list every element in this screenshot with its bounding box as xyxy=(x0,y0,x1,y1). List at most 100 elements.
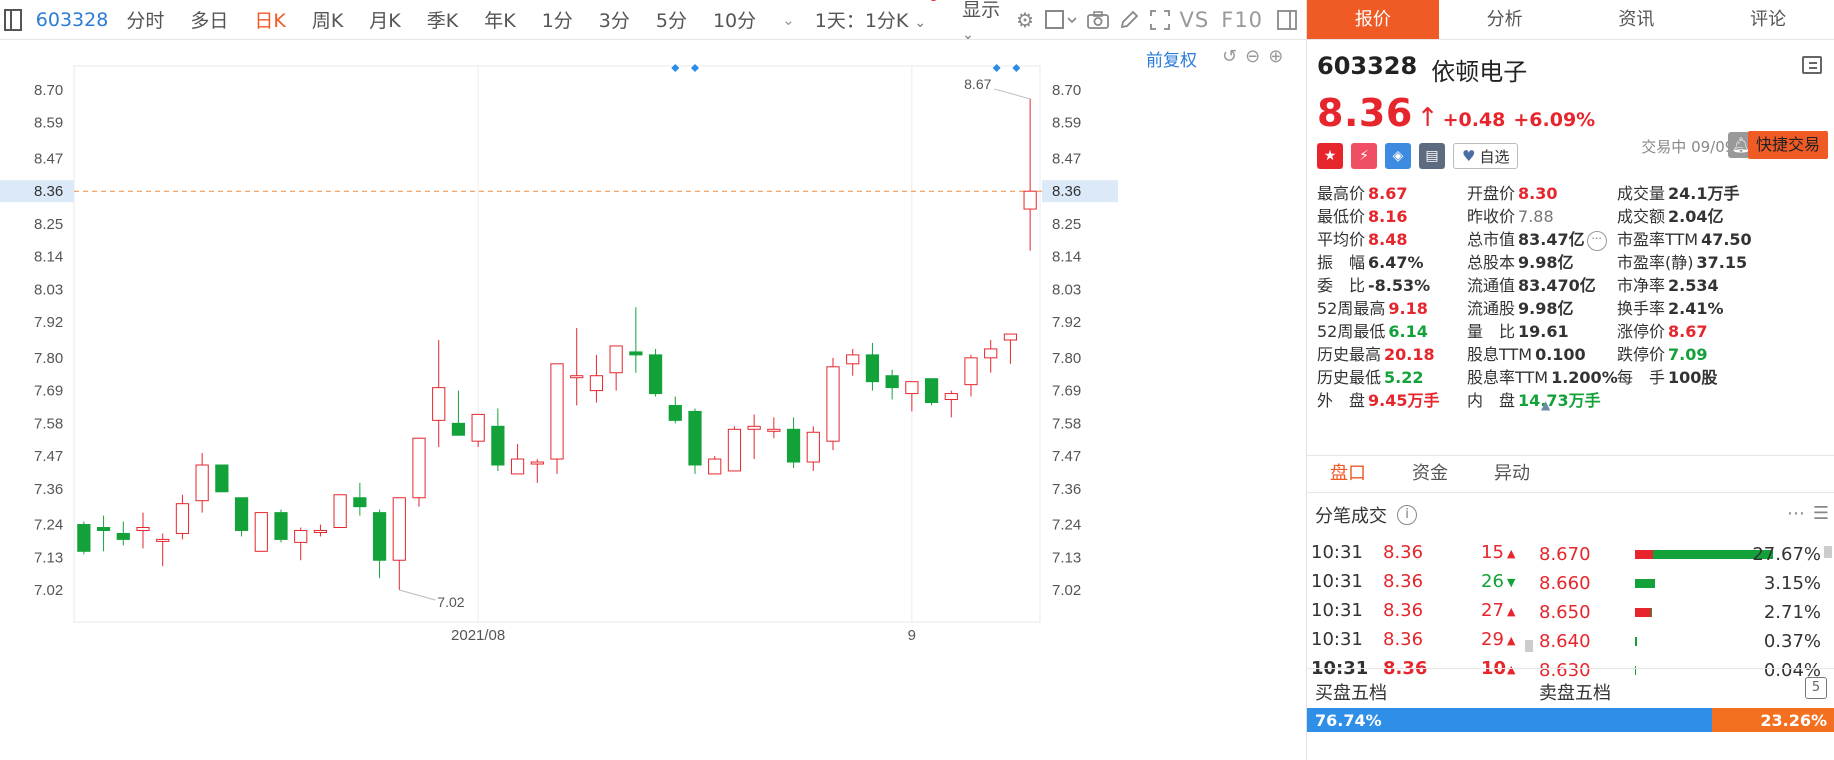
list-view-icon[interactable]: ☰ xyxy=(1812,503,1829,524)
stat-label: 历史最低 xyxy=(1317,368,1382,387)
candle-body xyxy=(648,354,663,395)
stat-label: 历史最高 xyxy=(1317,345,1382,364)
candle xyxy=(1023,98,1037,251)
candle xyxy=(372,509,387,579)
distribution-scrollbar[interactable] xyxy=(1824,546,1832,558)
five-icon[interactable]: 5 xyxy=(1805,677,1827,699)
fullscreen-icon[interactable] xyxy=(1149,5,1172,35)
chart-toolbar: 603328 分时 多日 日K 周K 月K 季K 年K 1分 3分 5分 10分 ⌄ 1天：1分K … xyxy=(0,0,1306,43)
candle-body xyxy=(353,497,367,508)
stat-label: 总股本 xyxy=(1467,253,1516,272)
triangle-up-icon: ▲ xyxy=(1507,605,1516,618)
period-tab[interactable]: 月K xyxy=(369,10,401,32)
display-menu[interactable]: 显示 ⌄ xyxy=(962,0,1001,43)
order-book-tab[interactable]: 盘口 xyxy=(1330,463,1366,484)
more-icon[interactable]: ⋯ xyxy=(1786,503,1805,524)
candle xyxy=(1003,333,1018,364)
candle-body xyxy=(688,410,702,466)
order-book-tab[interactable]: 资金 xyxy=(1412,463,1448,484)
f10-button[interactable]: F10 xyxy=(1221,7,1264,32)
distribution-row: 8.660 3.15% xyxy=(1539,569,1834,598)
period-tab[interactable]: 年K xyxy=(484,10,516,32)
quote-tab[interactable]: 资讯 xyxy=(1618,9,1655,30)
y-tick-label-left: 7.92 xyxy=(34,314,63,331)
interval-select[interactable]: 1天：1分K ⌄ xyxy=(815,0,939,33)
stock-code: 603328 xyxy=(1317,52,1418,80)
price-distribution: 8.670 27.67% 8.660 3.15% 8.650 2.71% 8.640 0.37… xyxy=(1539,540,1834,685)
candle xyxy=(156,533,170,567)
gear-icon[interactable]: ⚙ xyxy=(1016,7,1035,32)
bookmark-icon[interactable]: ▤ xyxy=(1419,143,1445,169)
stat-label: 股息率TTM xyxy=(1467,368,1549,387)
quote-tab[interactable]: 评论 xyxy=(1750,9,1787,30)
candle-body xyxy=(609,345,623,374)
candle xyxy=(550,363,564,474)
sidebar-toggle-icon[interactable] xyxy=(1275,5,1298,35)
order-book-tab[interactable]: 异动 xyxy=(1494,463,1530,484)
distribution-price: 8.670 xyxy=(1539,544,1591,565)
pencil-icon[interactable] xyxy=(1118,5,1141,35)
adjust-mode-link[interactable]: 前复权 xyxy=(1146,51,1197,71)
period-tab[interactable]: 5分 xyxy=(655,10,687,32)
quote-tab[interactable]: 分析 xyxy=(1486,9,1523,30)
period-tab[interactable]: 10分 xyxy=(712,10,757,32)
tick-scrollbar[interactable] xyxy=(1525,640,1533,652)
stat-label: 内 盘 xyxy=(1467,391,1516,410)
y-tick-label-left: 7.58 xyxy=(34,415,63,432)
candle-body xyxy=(392,497,406,561)
candle xyxy=(471,413,485,448)
undo-icon[interactable]: ↺ xyxy=(1222,46,1238,67)
stat-value: 6.14 xyxy=(1388,322,1428,341)
lightning-icon[interactable]: ⚡ xyxy=(1351,143,1377,169)
candle-body xyxy=(156,538,170,542)
quote-tab[interactable]: 报价 xyxy=(1307,0,1439,39)
candle xyxy=(924,378,939,406)
period-tab[interactable]: 分时 xyxy=(126,10,165,32)
list-icon[interactable] xyxy=(1802,56,1822,74)
chevron-down-icon: ⌄ xyxy=(914,15,927,31)
y-tick-label-left: 7.13 xyxy=(34,549,63,566)
stat-item: 历史最高 20.18 xyxy=(1317,341,1435,365)
stat-item: 股息率TTM 1.200% xyxy=(1467,364,1618,388)
candle-body xyxy=(786,428,801,463)
zoom-in-icon[interactable]: ⊕ xyxy=(1268,46,1284,67)
y-tick-label-right: 8.03 xyxy=(1052,281,1081,298)
quick-trade-button[interactable]: 快捷交易 xyxy=(1747,131,1828,159)
camera-icon[interactable] xyxy=(1087,5,1110,35)
period-tab[interactable]: 日K xyxy=(254,10,286,32)
zoom-out-icon[interactable]: ⊖ xyxy=(1245,46,1261,67)
period-tab[interactable]: 周K xyxy=(311,10,344,32)
distribution-row: 8.650 2.71% xyxy=(1539,598,1834,627)
info-icon[interactable]: i xyxy=(1397,505,1417,525)
tag-icon[interactable]: ◈ xyxy=(1385,143,1411,169)
candle-body xyxy=(136,527,150,531)
tick-time: 10:31 xyxy=(1311,600,1363,621)
period-tab[interactable]: 1分 xyxy=(541,10,573,32)
panel-toggle-icon[interactable] xyxy=(4,8,22,31)
period-tab[interactable]: 多日 xyxy=(190,10,229,32)
distribution-price: 8.640 xyxy=(1539,631,1591,652)
candle xyxy=(432,340,446,448)
period-tab[interactable]: 3分 xyxy=(598,10,630,32)
chevron-down-icon[interactable]: ⌄ xyxy=(782,10,795,29)
vs-button[interactable]: VS xyxy=(1179,7,1210,32)
china-flag-icon[interactable]: ★ xyxy=(1317,143,1343,169)
distribution-price: 8.650 xyxy=(1539,602,1591,623)
sell-ratio-label: 23.26% xyxy=(1760,711,1827,730)
candle-body xyxy=(254,512,268,552)
collapse-icon[interactable]: ▲ xyxy=(1541,398,1551,412)
candlestick-chart[interactable]: 2021/08 9 8.70 8.70 8.59 8.59 8.47 8.47 8.25 8.25… xyxy=(0,40,1306,760)
stat-item: 流通值 83.470亿 xyxy=(1467,272,1596,296)
period-tab[interactable]: 季K xyxy=(426,10,459,32)
y-tick-label-right: 7.36 xyxy=(1052,481,1081,498)
add-watchlist-button[interactable]: ♥ 自选 xyxy=(1453,143,1519,169)
tick-volume: 27 xyxy=(1481,600,1504,621)
stat-item: 每 手 100股 xyxy=(1617,364,1717,388)
square-icon[interactable] xyxy=(1044,5,1079,35)
event-marker xyxy=(992,64,1001,72)
more-icon[interactable]: ··· xyxy=(1586,230,1607,251)
stock-code-link[interactable]: 603328 xyxy=(35,8,109,31)
stat-label: 委 比 xyxy=(1317,276,1366,295)
stat-label: 昨收价 xyxy=(1467,207,1516,226)
candle-body xyxy=(924,378,939,404)
